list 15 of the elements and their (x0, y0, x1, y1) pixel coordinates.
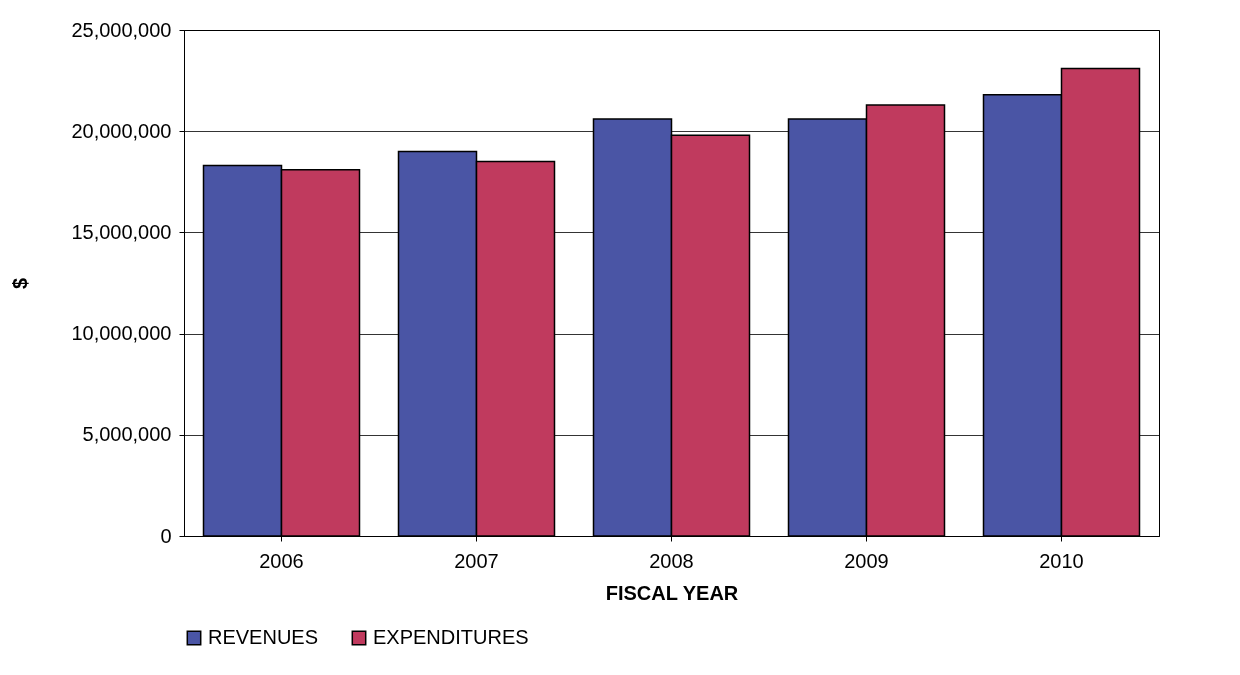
y-tick-label: 0 (160, 524, 172, 547)
legend-label: EXPENDITURES (373, 626, 529, 648)
x-tick-label: 2009 (844, 549, 889, 572)
x-axis-title: FISCAL YEAR (605, 581, 739, 604)
y-axis-title: $ (9, 277, 32, 290)
y-tick-label: 5,000,000 (82, 423, 172, 446)
y-tick-label: 10,000,000 (71, 322, 172, 345)
x-tick-label: 2008 (649, 549, 694, 572)
x-tick-label: 2010 (1039, 549, 1084, 572)
x-tick-label: 2006 (259, 549, 304, 572)
y-tick-label: 25,000,000 (71, 18, 172, 41)
x-tick-label: 2007 (454, 549, 499, 572)
y-tick-label: 15,000,000 (71, 220, 172, 243)
y-tick-label: 20,000,000 (71, 119, 172, 142)
legend-label: REVENUES (208, 626, 319, 648)
